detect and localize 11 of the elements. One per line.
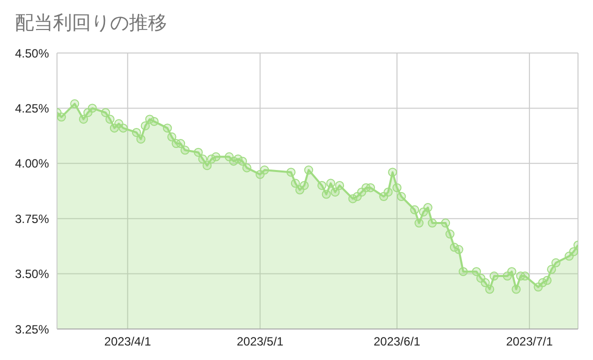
y-tick-label: 3.75%: [14, 212, 50, 226]
x-tick-label: 2023/5/1: [236, 334, 284, 349]
y-tick-label: 3.25%: [14, 322, 50, 336]
y-tick-label: 4.00%: [14, 156, 50, 171]
y-tick-label: 4.50%: [14, 46, 50, 60]
y-tick-label: 3.50%: [14, 267, 50, 282]
x-tick-label: 2023/6/1: [374, 334, 421, 349]
chart-title: 配当利回りの推移: [15, 11, 167, 36]
y-tick-label: 4.25%: [14, 101, 50, 116]
x-tick-label: 2023/7/1: [506, 334, 554, 349]
x-tick-label: 2023/4/1: [104, 334, 152, 349]
